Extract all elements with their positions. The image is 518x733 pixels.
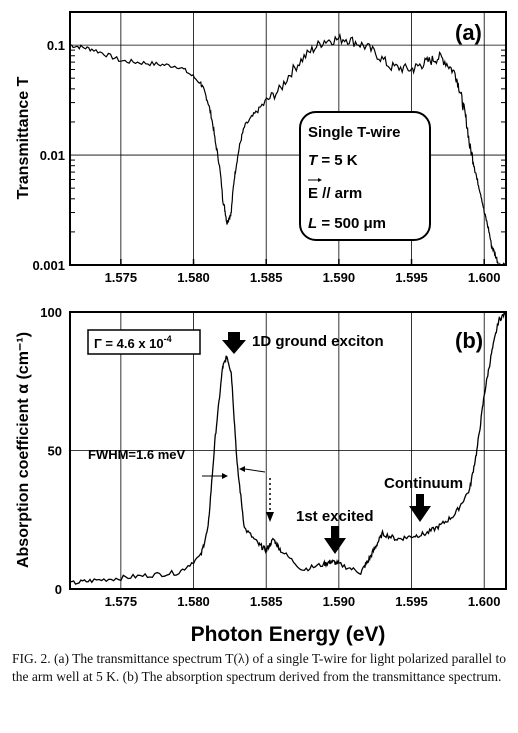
- inset-line-2-var: T: [308, 152, 319, 169]
- panel-a-y-axis-label: Transmittance T: [15, 76, 32, 199]
- gamma-label: Γ = 4.6 x 10-4: [94, 334, 172, 351]
- panel-b-x-tick-label: 1.580: [177, 594, 210, 609]
- panel-a-label: (a): [455, 20, 482, 45]
- annotation-fwhm: FWHM=1.6 meV: [88, 447, 185, 462]
- panel-a-y-tick-label: 0.1: [47, 38, 65, 53]
- panel-a-y-ticks: 0.001 0.01 0.1: [32, 11, 506, 273]
- annotation-ground-exciton: 1D ground exciton: [252, 333, 384, 350]
- inset-line-2: T = 5 K: [308, 152, 358, 169]
- annotation-first-excited: 1st excited: [296, 508, 374, 525]
- panel-b-y-tick-label: 50: [48, 444, 62, 459]
- inset-line-4: L = 500 μm: [308, 215, 386, 232]
- panel-a-x-tick-label: 1.600: [468, 270, 501, 285]
- inset-line-1: Single T-wire: [308, 124, 401, 141]
- panel-a-x-tick-label: 1.585: [250, 270, 283, 285]
- panel-b: 0 50 100 1.575 1.580 1.585 1.590 1.595 1.600 (b…: [15, 305, 507, 646]
- inset-line-3-rest: // arm: [318, 185, 362, 202]
- ground-exciton-arrow-icon: [222, 332, 246, 354]
- panel-b-frame: [69, 311, 507, 590]
- panel-b-label: (b): [455, 328, 483, 353]
- absorption-series-line: [69, 311, 507, 585]
- inset-line-3: E // arm: [308, 185, 362, 202]
- panel-b-x-ticks: 1.575 1.580 1.585 1.590 1.595 1.600: [105, 594, 501, 609]
- gamma-box: Γ = 4.6 x 10-4: [87, 329, 201, 355]
- panel-b-x-tick-label: 1.575: [105, 594, 138, 609]
- gamma-label-exp: -4: [164, 334, 172, 344]
- panel-b-x-tick-label: 1.595: [395, 594, 428, 609]
- first-excited-arrow-icon: [324, 526, 346, 554]
- transmittance-series-line: [70, 33, 507, 267]
- inset-frame: [299, 111, 431, 241]
- panel-a-x-tick-label: 1.580: [177, 270, 210, 285]
- gamma-label-main: Γ = 4.6 x 10: [94, 336, 164, 351]
- panel-a-y-axis-label-text: Transmittance T: [15, 76, 32, 199]
- panel-b-y-tick-label: 0: [55, 582, 62, 597]
- annotation-continuum: Continuum: [384, 475, 463, 492]
- inset-line-4-var: L: [308, 215, 317, 232]
- figure-caption: FIG. 2. (a) The transmittance spectrum T…: [12, 651, 506, 684]
- panel-a-x-tick-label: 1.595: [395, 270, 428, 285]
- grid-a: [70, 12, 506, 266]
- fwhm-left-arrow-head-icon: [222, 473, 228, 479]
- panel-a-x-tick-label: 1.575: [105, 270, 138, 285]
- x-axis-label: Photon Energy (eV): [191, 623, 386, 646]
- panel-b-y-ticks: 0 50 100: [40, 305, 62, 597]
- fwhm-right-arrow-icon: [244, 468, 266, 473]
- gamma-frame: [87, 329, 201, 355]
- inset-line-2-rest: = 5 K: [317, 152, 358, 169]
- inset-line-3-var: E: [308, 185, 318, 202]
- inset-line-4-rest: = 500 μm: [317, 215, 386, 232]
- panel-a-y-tick-label: 0.01: [40, 148, 65, 163]
- panel-b-x-tick-label: 1.585: [250, 594, 283, 609]
- vector-arrow-head-icon: [318, 178, 322, 182]
- panel-b-x-tick-label: 1.600: [468, 594, 501, 609]
- continuum-arrow-icon: [409, 494, 431, 522]
- inset-box: Single T-wire T = 5 K E // arm L = 500 μ…: [299, 111, 431, 241]
- panel-a-x-tick-label: 1.590: [323, 270, 356, 285]
- dotted-arrow-head-icon: [266, 512, 274, 522]
- panel-b-y-axis-label: Absorption coefficient α (cm⁻¹): [15, 332, 32, 568]
- panel-a-y-tick-label: 0.001: [32, 258, 65, 273]
- panel-b-x-tick-label: 1.590: [323, 594, 356, 609]
- panel-a-frame: [69, 11, 507, 266]
- panel-a-x-ticks: 1.575 1.580 1.585 1.590 1.595 1.600: [105, 259, 501, 285]
- fwhm-right-arrow-head-icon: [239, 466, 245, 472]
- panel-b-y-tick-label: 100: [40, 305, 62, 320]
